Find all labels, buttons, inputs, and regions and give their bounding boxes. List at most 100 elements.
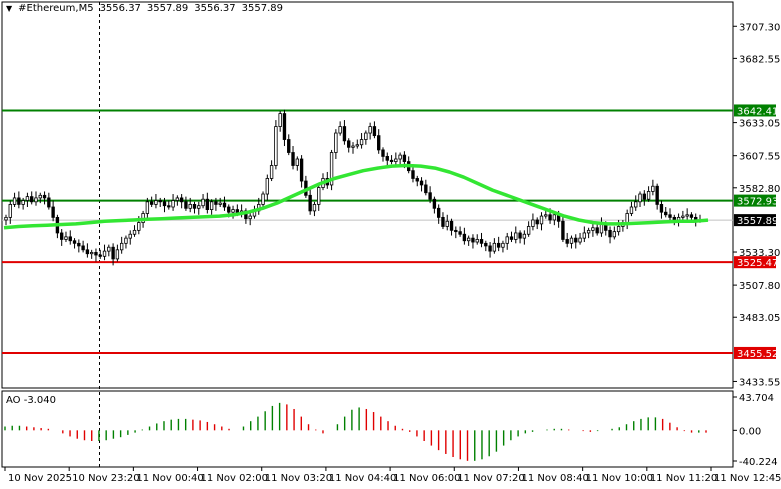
candle <box>377 129 381 154</box>
candle-body-up <box>638 193 642 203</box>
candle <box>209 199 214 215</box>
candle-body-up <box>591 227 595 231</box>
candle <box>539 212 544 231</box>
candle <box>432 196 437 214</box>
candle-body-up <box>651 185 655 192</box>
candle <box>107 244 111 257</box>
candle <box>526 221 531 237</box>
time-tick-label: 11 Nov 04:40 <box>329 473 396 484</box>
candle <box>475 234 479 245</box>
candle <box>77 239 81 253</box>
candle <box>218 197 222 208</box>
candle <box>509 231 514 243</box>
candle-body-down <box>17 197 21 205</box>
candle-body-up <box>4 216 8 221</box>
candle-body-up <box>102 250 107 257</box>
candle-body-down <box>282 113 287 140</box>
candle-body-up <box>38 194 42 199</box>
candle-body-up <box>646 191 651 200</box>
candle-body-down <box>291 152 295 166</box>
time-tick-label: 11 Nov 12:45 <box>714 473 781 484</box>
horizontal-levels[interactable]: 3642.41 3572.93 3525.47 3455.52 3557.89 <box>2 104 778 360</box>
candle <box>479 232 484 248</box>
candle-body-down <box>548 214 552 221</box>
candle <box>552 212 557 226</box>
candle <box>586 227 591 239</box>
candle <box>347 138 351 153</box>
candle <box>179 194 184 209</box>
time-tick-label: 11 Nov 06:00 <box>393 473 460 484</box>
candle-body-up <box>132 229 137 235</box>
candle-body-up <box>329 152 334 186</box>
candle <box>149 196 154 208</box>
candle <box>145 197 150 220</box>
ao-tick-label: 0.00 <box>739 426 761 437</box>
candle <box>449 218 454 236</box>
candle-body-up <box>295 158 299 166</box>
candle <box>436 204 441 224</box>
time-tick-label: 11 Nov 10:00 <box>586 473 653 484</box>
candle <box>287 134 291 156</box>
candle <box>188 197 192 213</box>
candle-body-up <box>552 214 557 221</box>
candle-body-up <box>616 226 621 233</box>
candle-body-down <box>214 201 218 205</box>
candle-body-down <box>565 239 569 244</box>
candle-body-down <box>184 201 188 209</box>
candle-body-down <box>471 237 475 243</box>
candle-body-up <box>201 198 205 207</box>
candle <box>518 230 522 244</box>
candle-body-up <box>231 209 235 213</box>
candle-body-up <box>475 239 479 243</box>
ao-indicator-label: AO -3.040 <box>6 395 56 406</box>
candle <box>419 177 424 192</box>
candle-body-down <box>415 178 419 182</box>
time-tick-label: 11 Nov 02:00 <box>201 473 268 484</box>
candle <box>685 208 689 220</box>
candle-body-down <box>30 196 34 203</box>
price-tick-label: 3707.30 <box>739 22 780 33</box>
candle <box>47 192 51 210</box>
candle <box>64 231 68 243</box>
candle <box>428 186 432 204</box>
candle <box>17 191 21 209</box>
resistance-level-label: 3572.93 <box>737 197 778 208</box>
candle <box>128 230 132 245</box>
candle <box>265 174 270 201</box>
candle <box>535 217 539 230</box>
candle-body-down <box>488 245 492 252</box>
candle <box>355 139 359 149</box>
candle <box>214 197 218 211</box>
candle <box>295 156 299 171</box>
candle-body-up <box>261 193 265 205</box>
candle <box>591 223 595 237</box>
candle <box>368 122 372 140</box>
close-value: 3557.89 <box>241 3 283 14</box>
candle-body-up <box>612 231 617 238</box>
candle <box>608 226 612 244</box>
candle-body-down <box>167 205 171 208</box>
candle-body-up <box>634 201 638 208</box>
candle <box>381 147 385 162</box>
candle-body-down <box>385 155 389 161</box>
candle-body-down <box>595 227 599 234</box>
candle <box>154 194 158 209</box>
time-tick-label: 11 Nov 03:20 <box>265 473 332 484</box>
candle-body-up <box>338 126 342 134</box>
candle <box>394 152 398 166</box>
candle-body-down <box>668 214 672 218</box>
candle <box>582 226 587 243</box>
candle-body-down <box>342 126 347 142</box>
candle <box>184 196 188 211</box>
candle <box>158 197 162 208</box>
candle <box>51 200 55 222</box>
candle <box>30 191 34 205</box>
candle-body-down <box>672 216 676 221</box>
dropdown-triangle-icon[interactable]: ▼ <box>6 4 13 13</box>
chart-header: ▼ #Ethereum,M5 3556.37 3557.89 3556.37 3… <box>6 3 283 14</box>
candle <box>308 188 312 215</box>
candle-body-down <box>424 184 428 194</box>
candle-body-down <box>111 246 115 260</box>
